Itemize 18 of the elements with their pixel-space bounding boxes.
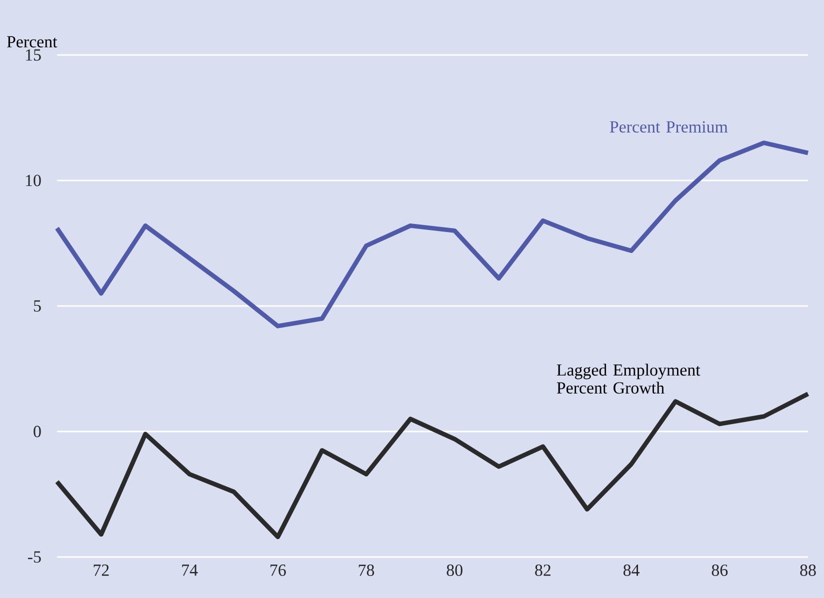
y-tick-label: 0	[34, 426, 41, 438]
series-label: Percent Premium	[610, 121, 728, 133]
line-series	[54, 140, 810, 328]
x-tick-label: 84	[623, 564, 640, 576]
x-tick-label: 76	[270, 564, 286, 576]
x-tick-label: 74	[182, 564, 198, 576]
x-tick-label: 82	[535, 564, 550, 576]
y-tick-label: 5	[34, 300, 41, 312]
x-tick-label: 80	[446, 564, 462, 576]
x-tick-label: 72	[94, 564, 109, 576]
x-tick-label: 86	[712, 564, 728, 576]
y-tick-label: 15	[26, 49, 41, 61]
y-tick-label: 10	[26, 174, 41, 186]
x-tick-label: 88	[800, 564, 816, 576]
y-tick-label: -5	[28, 551, 41, 563]
x-tick-label: 78	[358, 564, 374, 576]
series-label: Lagged Employment Percent Growth	[556, 364, 700, 394]
y-axis-title: Percent	[7, 36, 58, 48]
